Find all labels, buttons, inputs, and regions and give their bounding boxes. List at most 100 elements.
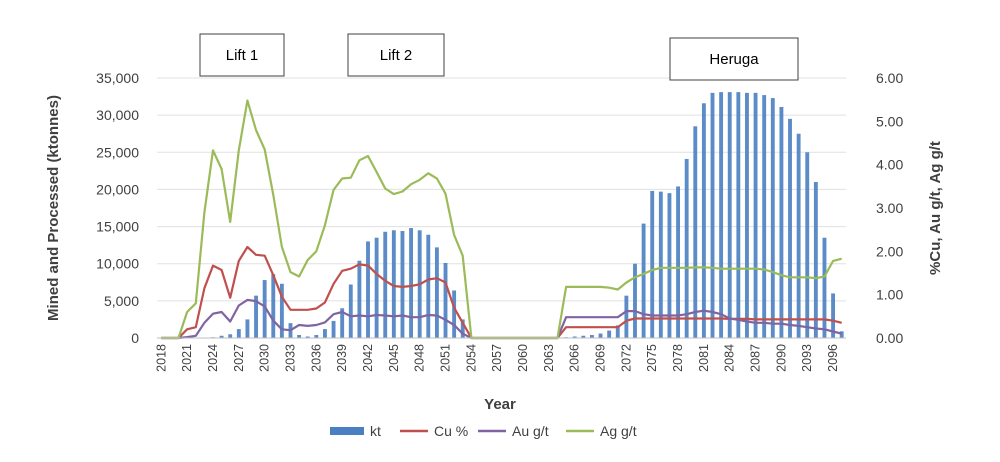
- kt-bar: [839, 331, 844, 338]
- x-tick-label: 2057: [490, 344, 504, 372]
- annotation-heruga: Heruga: [669, 37, 799, 81]
- x-tick-label: 2042: [361, 344, 375, 372]
- y-tick-right: 6.00: [876, 70, 903, 86]
- kt-bar: [391, 230, 396, 338]
- x-tick-label: 2021: [180, 344, 194, 372]
- x-tick-label: 2084: [723, 344, 737, 372]
- gridlines: [157, 77, 846, 302]
- y-axis-title-left: Mined and Processed (ktonnes): [45, 95, 62, 321]
- kt-bar: [727, 92, 732, 338]
- kt-bar: [813, 182, 818, 338]
- svg-text:Cu %: Cu %: [434, 423, 468, 439]
- y-tick-right: 4.00: [876, 157, 903, 173]
- kt-bar: [236, 329, 241, 338]
- kt-bar: [409, 228, 414, 338]
- legend-item-ag: Ag g/t: [566, 423, 637, 439]
- kt-bar: [762, 95, 767, 338]
- kt-bar: [400, 231, 405, 338]
- legend-swatch-kt: [330, 427, 364, 435]
- kt-bar: [443, 262, 448, 338]
- kt-bar: [357, 260, 362, 338]
- kt-bar: [581, 335, 586, 338]
- svg-text:kt: kt: [370, 423, 381, 439]
- legend-item-kt: kt: [330, 423, 381, 439]
- kt-bar: [624, 295, 629, 338]
- kt-bar: [271, 274, 276, 338]
- x-tick-label: 2075: [645, 344, 659, 372]
- kt-bar: [745, 92, 749, 338]
- kt-bar: [434, 247, 439, 338]
- kt-bar: [598, 333, 603, 338]
- kt-bar: [245, 319, 250, 338]
- kt-bar: [658, 191, 663, 338]
- kt-bar: [684, 158, 689, 338]
- y-tick-right: 2.00: [876, 243, 903, 259]
- y-tick-left: 0: [131, 330, 139, 346]
- svg-text:Ag g/t: Ag g/t: [600, 423, 637, 439]
- y-tick-right: 1.00: [876, 287, 903, 303]
- kt-bar: [262, 280, 267, 338]
- kt-bar: [788, 118, 792, 338]
- y-tick-left: 35,000: [96, 70, 139, 86]
- kt-bar: [753, 92, 758, 338]
- kt-bar: [228, 334, 233, 338]
- kt-bar: [340, 308, 345, 338]
- x-tick-label: 2093: [800, 344, 814, 372]
- y-tick-left: 25,000: [96, 144, 139, 160]
- kt-bar: [796, 133, 801, 338]
- kt-bar: [693, 126, 698, 339]
- kt-bar: [710, 92, 715, 338]
- kt-bar: [770, 98, 775, 338]
- y-tick-left: 5,000: [104, 293, 139, 309]
- x-tick-label: 2087: [749, 344, 763, 372]
- kt-bar: [615, 325, 620, 338]
- kt-bar: [297, 335, 302, 338]
- x-tick-label: 2048: [413, 344, 427, 372]
- y-tick-left: 30,000: [96, 107, 139, 123]
- y-tick-left: 15,000: [96, 219, 139, 235]
- kt-bar: [650, 190, 655, 338]
- x-tick-label: 2072: [619, 344, 633, 372]
- svg-text:Lift 1: Lift 1: [226, 47, 259, 64]
- kt-bar: [460, 319, 465, 338]
- kt-bar: [452, 290, 457, 338]
- x-tick-label: 2060: [516, 344, 530, 372]
- x-tick-label: 2069: [594, 344, 608, 372]
- kt-bar: [348, 284, 353, 338]
- legend-item-cu: Cu %: [400, 423, 468, 439]
- y-tick-left: 10,000: [96, 256, 139, 272]
- x-axis-title: Year: [484, 396, 516, 413]
- kt-bar: [719, 92, 724, 338]
- x-tick-label: 2090: [774, 344, 788, 372]
- kt-bars: [211, 92, 844, 339]
- kt-bar: [305, 336, 310, 338]
- kt-bar: [279, 283, 284, 338]
- x-tick-label: 2096: [826, 344, 840, 372]
- kt-bar: [831, 293, 836, 338]
- x-tick-label: 2078: [671, 344, 685, 372]
- x-tick-label: 2081: [697, 344, 711, 372]
- annotation-lift-2: Lift 2: [347, 33, 445, 77]
- kt-bar: [426, 234, 431, 338]
- kt-bar: [641, 223, 646, 338]
- x-tick-label: 2033: [283, 344, 297, 372]
- x-tick-label: 2024: [206, 344, 220, 372]
- kt-bar: [607, 330, 612, 338]
- svg-text:Heruga: Heruga: [709, 51, 759, 68]
- kt-bar: [805, 152, 810, 338]
- x-tick-label: 2036: [309, 344, 323, 372]
- kt-bar: [633, 263, 637, 338]
- x-tick-label: 2045: [387, 344, 401, 372]
- y-tick-right: 5.00: [876, 113, 903, 129]
- kt-bar: [572, 336, 577, 338]
- legend: kt Cu % Au g/t Ag g/t: [330, 423, 637, 439]
- kt-bar: [676, 186, 680, 338]
- kt-bar: [701, 103, 706, 338]
- x-axis-ticks: 2018 2021 2024 2027 2030 2033 2036 2039 2042 2045…: [154, 344, 840, 372]
- svg-text:Lift 2: Lift 2: [380, 47, 413, 64]
- kt-bar: [254, 295, 258, 338]
- y-tick-right: 0.00: [876, 330, 903, 346]
- x-tick-label: 2039: [335, 344, 349, 372]
- kt-bar: [667, 193, 672, 338]
- x-tick-label: 2054: [464, 344, 478, 372]
